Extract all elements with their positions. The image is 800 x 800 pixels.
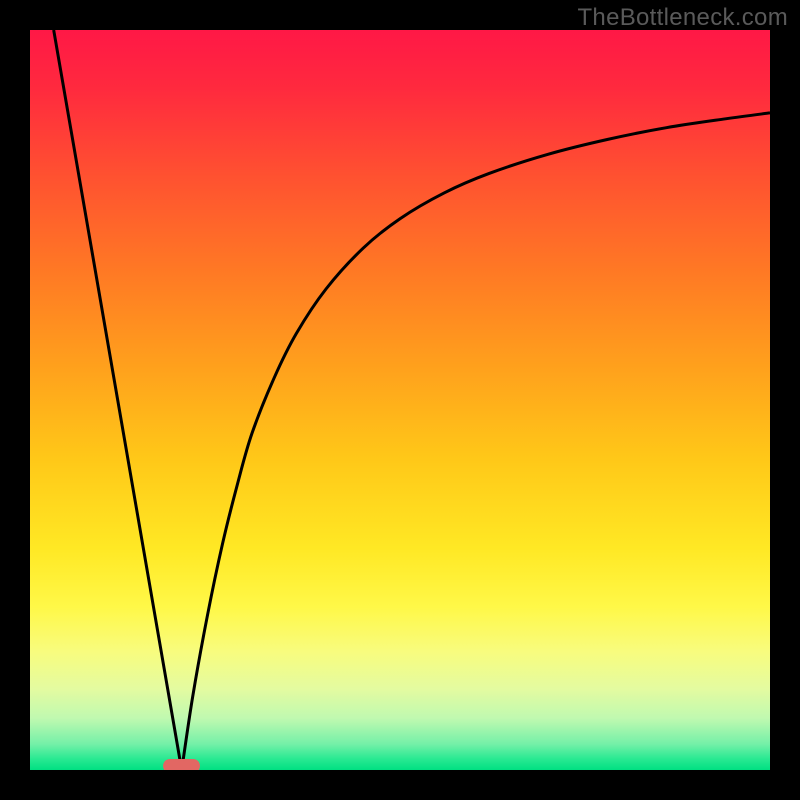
plot-area xyxy=(30,30,770,770)
gradient-background xyxy=(30,30,770,770)
chart-frame: TheBottleneck.com xyxy=(0,0,800,800)
minimum-marker xyxy=(163,759,200,770)
watermark-text: TheBottleneck.com xyxy=(577,4,788,32)
plot-svg xyxy=(30,30,770,770)
